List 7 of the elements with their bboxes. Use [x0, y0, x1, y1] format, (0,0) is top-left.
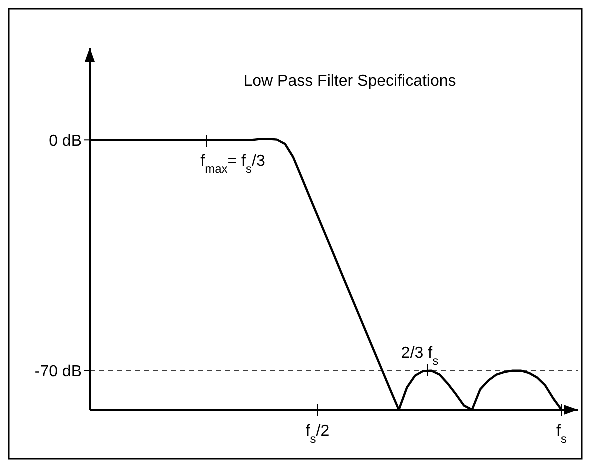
y-tick-label: -70 dB: [34, 364, 82, 381]
x-tick-label: f$_{s}$/2: [306, 423, 330, 446]
annotation: 2/3 f$_{s}$: [401, 345, 439, 368]
text: Low Pass Filter Specifications: [244, 73, 456, 90]
x-tick-label: f$_{s}$: [556, 423, 567, 446]
annotation: f$_{max}$= f$_{s}$/3: [200, 153, 266, 176]
y-tick-label: 0 dB: [49, 133, 82, 150]
